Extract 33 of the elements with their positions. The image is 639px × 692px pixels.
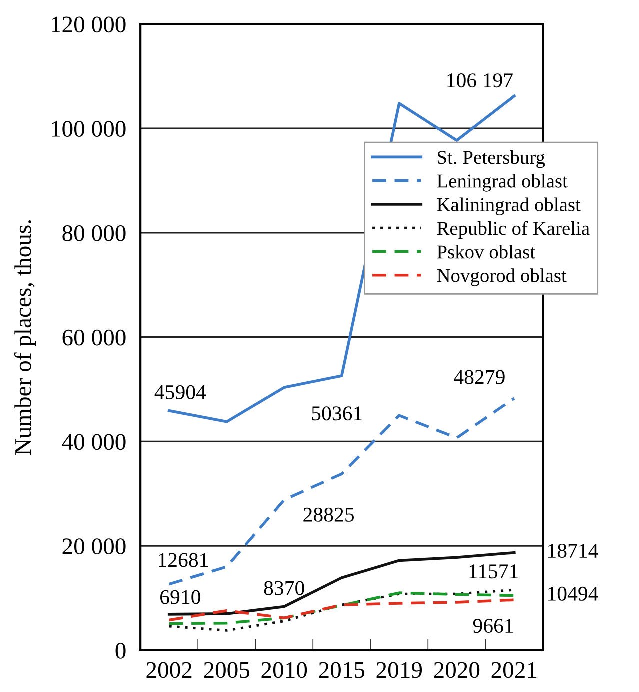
legend-label: Kaliningrad oblast bbox=[437, 198, 581, 216]
legend-label: Pskov oblast bbox=[437, 245, 536, 259]
x-tick-label: 2020 bbox=[434, 662, 480, 678]
y-tick-label: 40 000 bbox=[62, 434, 126, 450]
data-label: 12681 bbox=[159, 553, 208, 568]
x-tick-label: 2010 bbox=[262, 662, 308, 678]
data-label: 45904 bbox=[154, 385, 206, 400]
data-label: 106 197 bbox=[448, 74, 513, 88]
y-tick-label: 60 000 bbox=[62, 330, 126, 346]
x-tick-label: 2015 bbox=[319, 662, 365, 678]
legend-label: Novgorod oblast bbox=[437, 268, 567, 286]
y-tick-label: 100 000 bbox=[52, 121, 126, 138]
data-label: 28825 bbox=[304, 508, 354, 522]
y-tick-label: 20 000 bbox=[62, 538, 126, 555]
x-tick-label: 2002 bbox=[146, 662, 192, 678]
data-label: 6910 bbox=[160, 590, 200, 604]
x-tick-label: 2019 bbox=[376, 662, 422, 678]
data-label: 48279 bbox=[454, 370, 505, 384]
data-label: 18714 bbox=[548, 544, 598, 558]
y-tick-label: 120 000 bbox=[52, 16, 126, 33]
data-label: 50361 bbox=[312, 406, 362, 421]
x-tick-label: 2005 bbox=[204, 662, 250, 678]
data-label: 10494 bbox=[548, 586, 598, 601]
data-label: 8370 bbox=[264, 581, 304, 596]
x-tick-label: 2021 bbox=[492, 662, 537, 678]
legend-label: St. Petersburg bbox=[438, 150, 546, 168]
y-tick-label: 0 bbox=[116, 642, 126, 659]
y-tick-label: 80 000 bbox=[62, 225, 126, 242]
legend-label: Republic of Karelia bbox=[437, 221, 590, 240]
y-axis-title: Number of places, thous. bbox=[14, 220, 36, 456]
data-label: 9661 bbox=[473, 619, 514, 634]
legend-label: Leningrad oblast bbox=[437, 174, 568, 192]
data-label: 11571 bbox=[470, 564, 518, 579]
